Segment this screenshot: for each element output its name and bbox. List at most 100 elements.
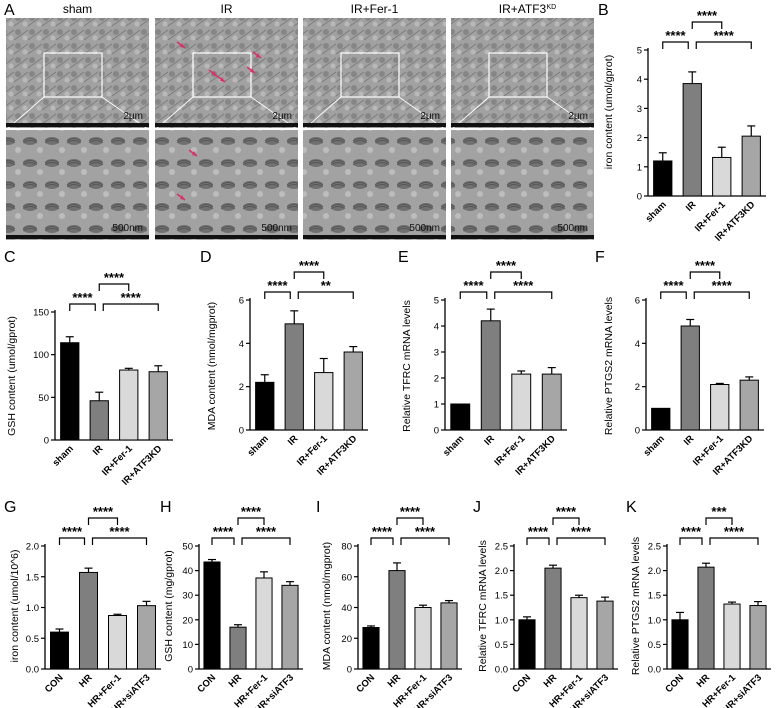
y-tick-label: 1.0 [648, 615, 661, 626]
tem-group-superscript: KD [547, 4, 557, 11]
bar [741, 135, 761, 197]
y-tick-label: 4 [239, 339, 244, 350]
significance-stars: **** [299, 258, 320, 273]
category-label: HR [695, 672, 713, 690]
y-tick-label: 2 [637, 133, 642, 144]
y-tick-label: 1 [637, 162, 642, 173]
significance-stars: **** [665, 28, 686, 43]
significance-stars: **** [213, 524, 234, 539]
bar [108, 614, 127, 670]
significance-bracket [69, 303, 96, 311]
tem-column-4: 2μm 500nm IR+ATF3 KD [450, 2, 595, 240]
bar [596, 600, 614, 670]
y-tick-label: 3 [637, 104, 642, 115]
y-tick-label: 1.0 [26, 603, 39, 614]
y-tick-label: 3 [434, 348, 439, 359]
significance-stars: **** [72, 290, 93, 305]
significance-stars: **** [62, 524, 83, 539]
y-tick-label: 5 [434, 296, 439, 307]
bar [570, 597, 588, 670]
arrow-head [220, 77, 225, 82]
y-axis-label: GSH content (umol/gprot) [6, 316, 18, 436]
scale-label-bottom: 500nm [557, 223, 588, 234]
category-label: CON [510, 672, 533, 695]
bar [343, 351, 363, 431]
significance-stars: **** [556, 504, 577, 519]
category-label: sham [642, 433, 667, 458]
bar [79, 571, 98, 670]
significance-stars: **** [372, 524, 393, 539]
bar [450, 403, 471, 431]
y-tick-label: 0.5 [648, 640, 661, 651]
bar [148, 371, 168, 441]
y-tick-label: 6 [635, 296, 640, 307]
significance-bracket [526, 537, 550, 545]
y-axis-label: iron content (umol/10^6) [9, 550, 21, 663]
significance-stars: **** [712, 278, 733, 293]
bar [712, 156, 732, 197]
y-tick-label: 4 [434, 322, 439, 333]
bar [314, 372, 334, 431]
scale-label-bottom: 500nm [261, 223, 292, 234]
scale-label-top: 2μm [123, 111, 143, 122]
scale-strip [155, 235, 298, 239]
significance-stars: ** [321, 278, 332, 293]
y-tick-label: 1.5 [26, 572, 39, 583]
significance-bracket [58, 537, 86, 545]
bar [281, 584, 299, 670]
scale-strip [451, 235, 594, 239]
category-label: IR [482, 433, 497, 448]
y-tick-label: 0.0 [26, 665, 39, 676]
y-axis-label: GSH content (mg/gprot) [163, 550, 175, 661]
significance-stars: **** [256, 524, 277, 539]
significance-bracket [98, 283, 130, 291]
tem-image-high-mag [6, 130, 149, 240]
bar [440, 602, 458, 670]
bar [89, 400, 109, 441]
y-tick-label: 4 [635, 339, 640, 350]
arrow-head [180, 43, 185, 48]
y-tick-label: 50 [38, 393, 49, 404]
y-tick-label: 30 [182, 591, 193, 602]
y-tick-label: 2.0 [648, 566, 661, 577]
y-tick-label: 2 [239, 382, 244, 393]
significance-stars: **** [496, 258, 517, 273]
zoom-box [43, 52, 103, 98]
bar [229, 626, 247, 670]
category-label: HR [227, 672, 245, 690]
category-label: sham [51, 443, 76, 468]
scale-label-bottom: 500nm [112, 223, 143, 234]
tem-image-high-mag [303, 130, 446, 240]
arrow-head [250, 68, 255, 73]
significance-stars: **** [93, 504, 114, 519]
significance-bracket [556, 537, 606, 545]
y-tick-label: 40 [341, 603, 352, 614]
scale-strip [6, 235, 149, 239]
panel-label-i: I [316, 499, 320, 516]
y-axis-label: MDA content (nmol/mgprot) [206, 302, 218, 430]
significance-stars: **** [681, 524, 702, 539]
significance-bracket [91, 537, 148, 545]
category-label: HR [77, 672, 95, 690]
tem-column-1: 2μm 500nm sham [5, 2, 150, 240]
chart-panel-j: J 0.0 0.5 1.0 1.5 2.0 2.5 Relative TFRC mRNA le… [473, 499, 618, 708]
y-tick-label: 2.0 [26, 542, 39, 553]
bar [511, 373, 532, 431]
significance-bracket [679, 537, 703, 545]
bar [203, 561, 221, 670]
bar [671, 619, 689, 670]
category-label: IR [286, 433, 301, 448]
bar [739, 379, 759, 431]
category-label: CON [195, 672, 218, 695]
category-label: HR [542, 672, 560, 690]
y-tick-label: 2.0 [495, 566, 508, 577]
tem-group-label: IR+Fer-1 [351, 2, 399, 16]
bar [544, 567, 562, 670]
tem-column-3: 2μm 500nm IR+Fer-1 [302, 2, 447, 240]
bar [480, 320, 501, 431]
tem-group-label: IR+ATF3 [499, 2, 547, 16]
